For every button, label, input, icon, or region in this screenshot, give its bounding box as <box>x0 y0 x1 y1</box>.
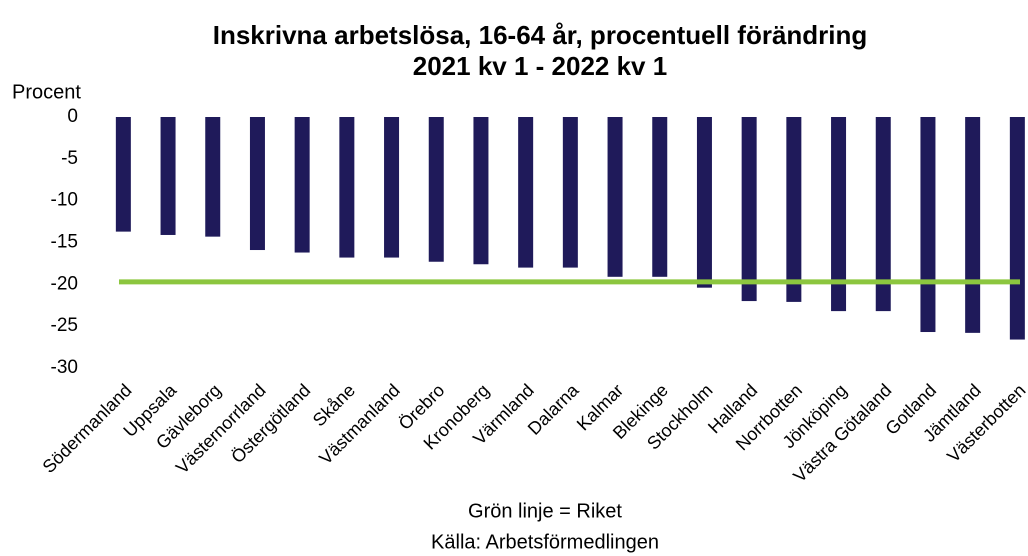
bar <box>428 117 444 262</box>
annotation: Grön linje = Riket <box>468 500 622 522</box>
bar <box>249 117 265 251</box>
y-tick-label: -20 <box>51 273 78 294</box>
bar <box>831 117 847 312</box>
bar <box>339 117 355 258</box>
y-tick-label: 0 <box>67 106 78 127</box>
chart-subtitle: 2021 kv 1 - 2022 kv 1 <box>413 51 667 81</box>
bar <box>741 117 757 302</box>
y-tick-label: -5 <box>61 148 78 169</box>
bar <box>607 117 623 277</box>
bar <box>562 117 578 268</box>
source: Källa: Arbetsförmedlingen <box>431 531 659 553</box>
bar <box>160 117 176 235</box>
bar <box>384 117 400 258</box>
x-tick-label: Dalarna <box>524 379 583 438</box>
bar <box>786 117 802 302</box>
bar <box>875 117 891 312</box>
y-tick-label: -10 <box>51 190 78 211</box>
x-tick-label: Östergötland <box>227 380 314 467</box>
bar <box>518 117 534 268</box>
bar <box>696 117 712 288</box>
y-tick-label: -25 <box>51 315 78 336</box>
bar <box>115 117 131 232</box>
bar <box>652 117 668 277</box>
bar <box>294 117 310 253</box>
y-axis-label: Procent <box>12 81 81 103</box>
y-tick-label: -15 <box>51 232 78 253</box>
bar <box>965 117 981 333</box>
chart-title: Inskrivna arbetslösa, 16-64 år, procentu… <box>213 20 868 50</box>
bar <box>1009 117 1025 340</box>
y-tick-label: -30 <box>51 357 78 378</box>
bar <box>205 117 221 237</box>
bar <box>920 117 936 333</box>
bar <box>473 117 489 265</box>
x-tick-label: Västerbotten <box>943 380 1028 466</box>
